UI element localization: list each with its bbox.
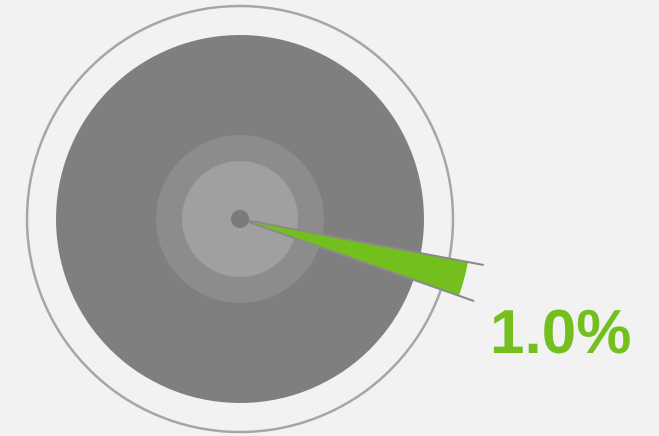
slice-value-label: 1.0% [490,298,631,367]
slice-layer [239,218,484,302]
slice-edge-line-0-1 [239,218,475,302]
slice-edge-line-0-0 [239,218,484,266]
outer-ring [25,4,455,434]
center-dot [231,210,249,228]
